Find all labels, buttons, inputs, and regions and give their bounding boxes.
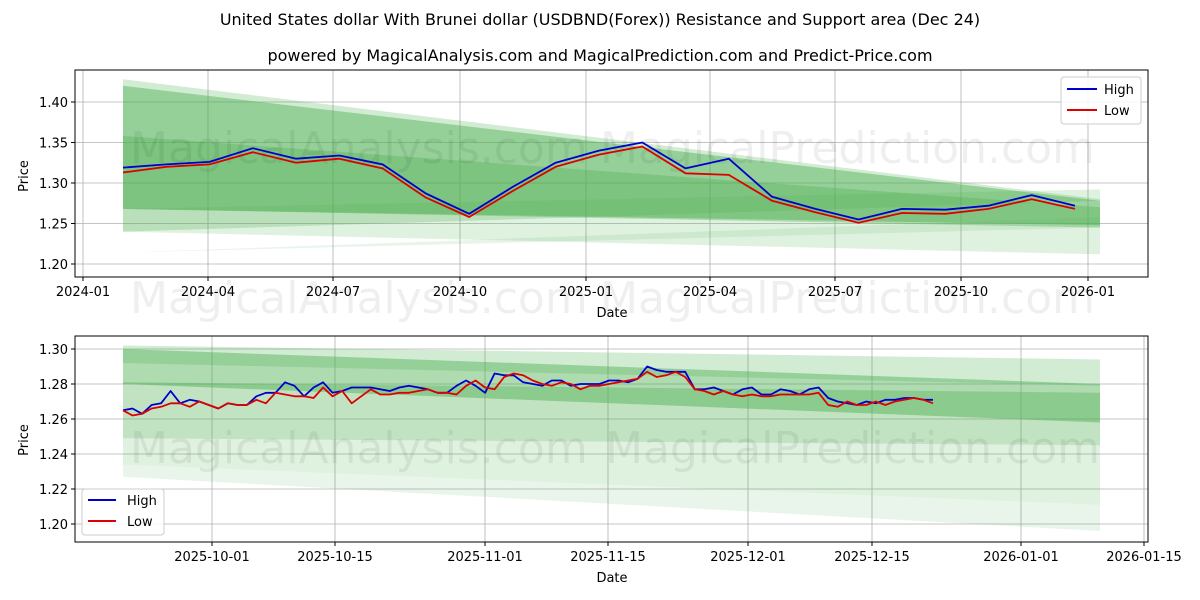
x-tick-label: 2026-01-15 [1106,550,1182,565]
top-price-chart: MagicalAnalysis.com MagicalPrediction.com… [17,69,1149,324]
bottom-price-lines [122,365,934,417]
legend-high-label: High [127,494,157,509]
y-tick-label: 1.25 [39,218,68,233]
x-tick-label: 2025-11-15 [570,550,646,565]
y-tick-label: 1.28 [39,378,68,393]
bottom-axis-ticks: 2025-10-01 2025-10-15 2025-11-01 2025-11-15… [39,343,1182,565]
top-axis-ticks: 2024-01 2024-04 2024-07 2024-10 2025-01 2025-… [39,96,1115,300]
x-tick-label: 2025-10-01 [174,550,250,565]
band-support-2 [123,464,1100,531]
y-tick-label: 1.40 [39,96,68,111]
chart-title: United States dollar With Brunei dollar … [219,10,981,29]
bottom-axes-frame [74,335,1149,543]
bottom-resistance-support-bands [123,345,1100,531]
x-tick-label: 2025-07 [808,285,862,300]
band-support-wedge [123,217,1100,253]
band-support-lower [123,189,1100,255]
x-tick-label: 2025-11-01 [447,550,523,565]
x-tick-label: 2025-01 [559,285,613,300]
top-xlabel: Date [596,306,627,321]
legend-high-label: High [1104,83,1134,98]
legend-low-label: Low [1104,104,1130,119]
x-tick-label: 2026-01 [1061,285,1115,300]
y-tick-label: 1.22 [39,483,68,498]
band-resistance-outer [123,79,1100,232]
x-tick-label: 2024-04 [181,285,235,300]
x-tick-label: 2025-12-01 [710,550,786,565]
top-legend: High Low [1060,76,1142,125]
svg-text:MagicalAnalysis.com: MagicalAnalysis.com [130,423,588,474]
top-axes-frame [74,69,1149,278]
top-grid [75,70,1148,277]
chart-subtitle: powered by MagicalAnalysis.com and Magic… [267,46,933,65]
band-support-1 [123,438,1100,505]
bottom-watermark: MagicalAnalysis.com MagicalPrediction.com [130,423,1100,474]
top-resistance-support-bands [123,79,1100,255]
svg-text:MagicalPrediction.com: MagicalPrediction.com [600,123,1095,174]
top-price-lines [122,141,1076,224]
svg-text:MagicalAnalysis.com: MagicalAnalysis.com [130,123,588,174]
series-high-line [122,141,1076,221]
x-tick-label: 2025-10 [934,285,988,300]
svg-text:MagicalPrediction.com: MagicalPrediction.com [605,423,1100,474]
svg-text:MagicalAnalysis.com: MagicalAnalysis.com [130,273,588,324]
x-tick-label: 2024-07 [306,285,360,300]
bottom-grid [75,336,1148,542]
band-mid [123,136,1100,228]
bottom-xlabel: Date [596,571,627,586]
x-tick-label: 2024-10 [433,285,487,300]
y-tick-label: 1.30 [39,343,68,358]
y-tick-label: 1.26 [39,413,68,428]
bottom-price-chart: MagicalAnalysis.com MagicalPrediction.com… [17,335,1182,586]
y-tick-label: 1.20 [39,258,68,273]
x-tick-label: 2026-01-01 [983,550,1059,565]
y-tick-label: 1.20 [39,518,68,533]
bottom-ylabel: Price [17,424,32,456]
band-resistance-outer [123,345,1100,386]
x-tick-label: 2025-10-15 [297,550,373,565]
x-tick-label: 2025-04 [683,285,737,300]
x-tick-label: 2025-12-15 [834,550,910,565]
svg-text:MagicalPrediction.com: MagicalPrediction.com [600,273,1095,324]
x-tick-label: 2024-01 [56,285,110,300]
top-watermark: MagicalAnalysis.com MagicalPrediction.com… [130,123,1095,324]
series-low-line [122,370,934,417]
band-mid [123,382,1100,446]
band-resistance-inner [123,85,1100,226]
y-tick-label: 1.30 [39,177,68,192]
bottom-legend: High Low [81,488,165,536]
y-tick-label: 1.35 [39,137,68,152]
top-ylabel: Price [17,160,32,192]
series-low-line [122,145,1076,224]
y-tick-label: 1.24 [39,448,68,463]
legend-low-label: Low [127,515,153,530]
